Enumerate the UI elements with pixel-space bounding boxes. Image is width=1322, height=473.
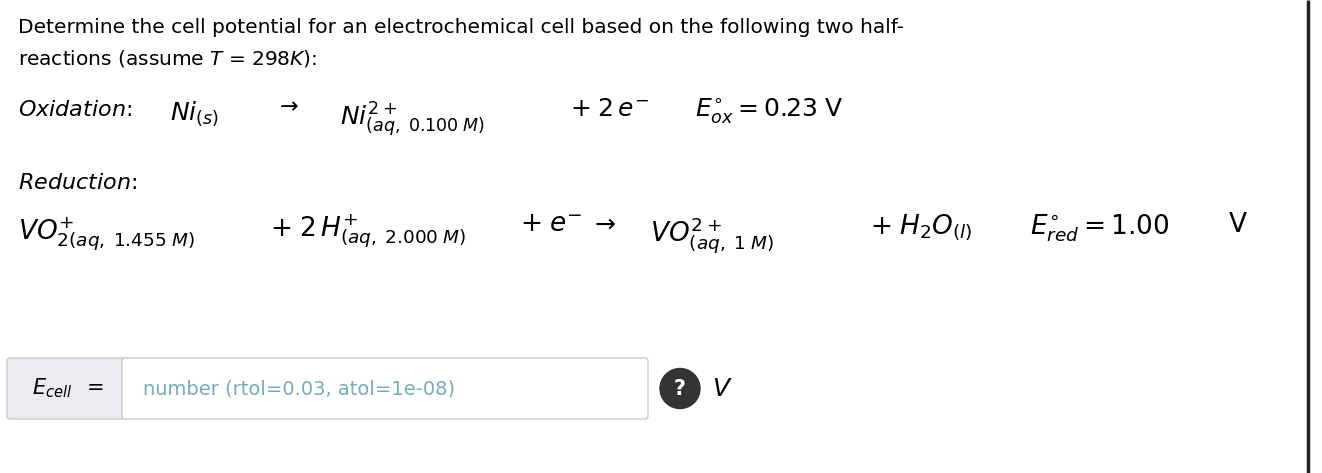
Text: number (rtol=0.03, atol=1e-08): number (rtol=0.03, atol=1e-08): [143, 379, 455, 398]
Text: $\rightarrow$: $\rightarrow$: [590, 212, 616, 236]
Text: Determine the cell potential for an electrochemical cell based on the following : Determine the cell potential for an elec…: [19, 18, 904, 37]
Text: $\mathrm{V}$: $\mathrm{V}$: [1228, 212, 1248, 238]
Text: $+\;2\,H^{+}_{(aq,\; 2.000\; M)}$: $+\;2\,H^{+}_{(aq,\; 2.000\; M)}$: [270, 212, 467, 250]
Text: $+\;e^{-}$: $+\;e^{-}$: [520, 212, 582, 238]
Text: $Ni_{(s)}$: $Ni_{(s)}$: [171, 100, 219, 128]
Text: $VO^{2+}_{(aq,\; 1\; M)}$: $VO^{2+}_{(aq,\; 1\; M)}$: [650, 215, 773, 255]
Text: $+\;H_{2}O_{(l)}$: $+\;H_{2}O_{(l)}$: [870, 212, 972, 242]
Circle shape: [660, 368, 701, 409]
Text: $E_{cell}\;\;=$: $E_{cell}\;\;=$: [32, 377, 103, 400]
Text: $Ni^{2+}_{(aq,\; 0.100\; M)}$: $Ni^{2+}_{(aq,\; 0.100\; M)}$: [340, 100, 485, 139]
Text: $V$: $V$: [713, 377, 732, 401]
Text: $\rightarrow$: $\rightarrow$: [275, 95, 299, 115]
Text: $\mathbf{\mathit{Reduction}}$:: $\mathbf{\mathit{Reduction}}$:: [19, 173, 137, 193]
Text: $E^{\circ}_{ox} = 0.23\;\mathrm{V}$: $E^{\circ}_{ox} = 0.23\;\mathrm{V}$: [695, 97, 843, 126]
FancyBboxPatch shape: [122, 358, 648, 419]
Text: $\mathbf{\mathit{Oxidation}}$:: $\mathbf{\mathit{Oxidation}}$:: [19, 100, 132, 120]
Text: $+\;2\,e^{-}$: $+\;2\,e^{-}$: [570, 97, 649, 121]
Text: ?: ?: [674, 378, 686, 398]
Text: $VO^{+}_{2(aq,\; 1.455\; M)}$: $VO^{+}_{2(aq,\; 1.455\; M)}$: [19, 215, 194, 253]
FancyBboxPatch shape: [7, 358, 128, 419]
Text: $E^{\circ}_{red} = 1.00$: $E^{\circ}_{red} = 1.00$: [1030, 212, 1170, 244]
Text: reactions (assume $\mathit{T}$ = 298$\mathit{K}$):: reactions (assume $\mathit{T}$ = 298$\ma…: [19, 48, 317, 69]
